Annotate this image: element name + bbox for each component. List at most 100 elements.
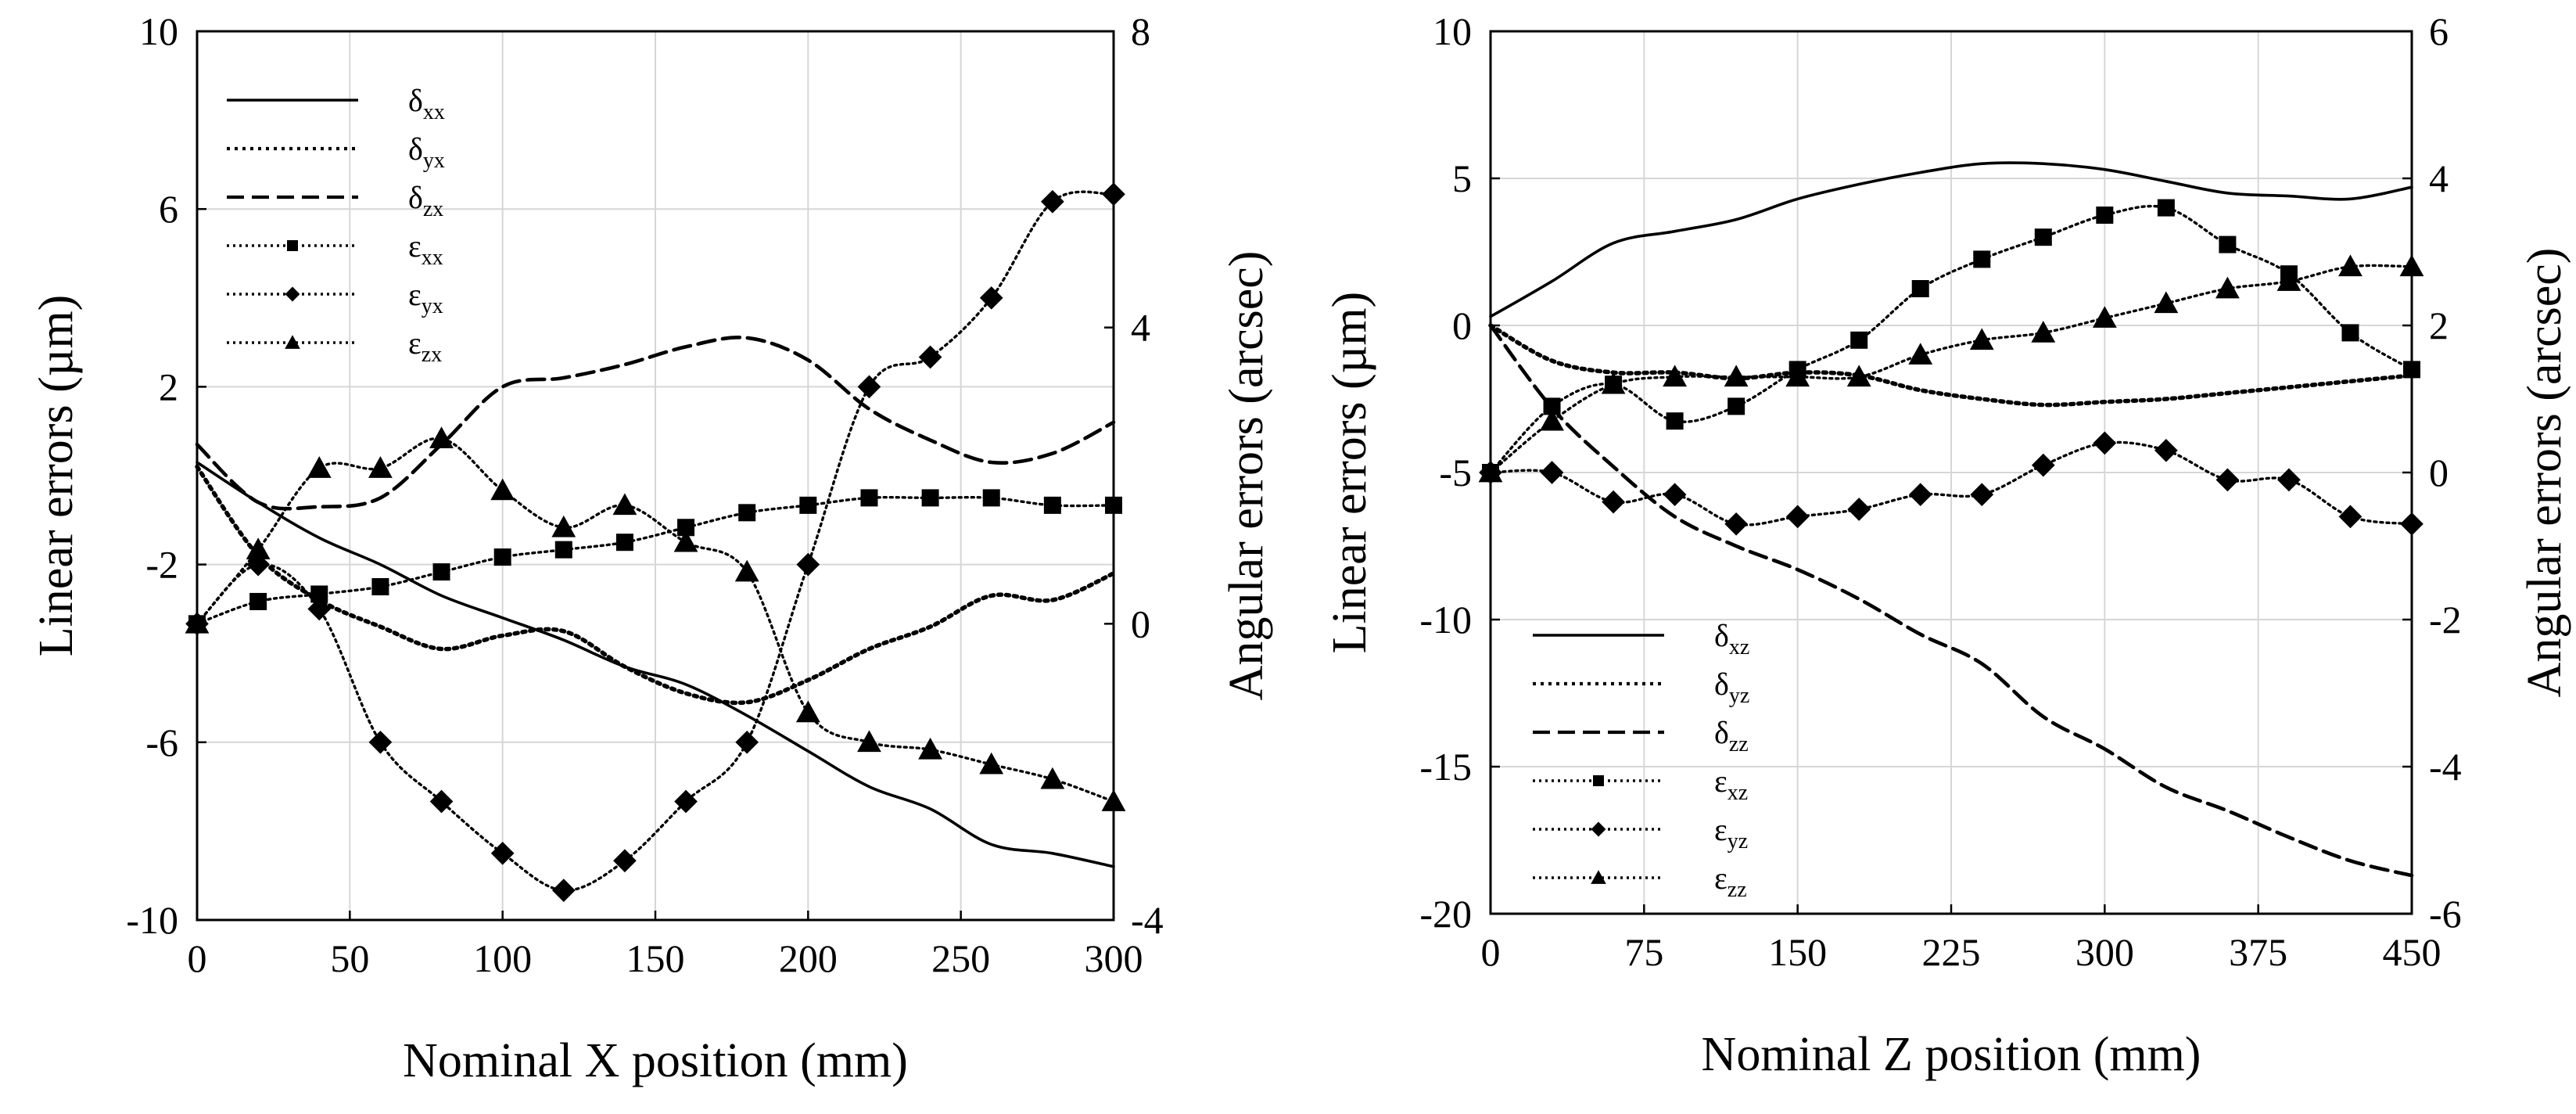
data-point-xz [2034, 228, 2052, 246]
data-point-xz [1543, 397, 1561, 415]
y2-tick-label: 0 [2429, 451, 2449, 494]
data-point-yz [2031, 453, 2055, 477]
data-point-yx [1102, 182, 1125, 207]
y2-tick-label: 2 [2429, 304, 2449, 347]
chart-z-axis-errors: 0 75 150 225 300 375 450-20-15-10-50510-6-4-20… [1323, 9, 2571, 1081]
y-tick-label: 10 [1433, 9, 1472, 53]
data-point-zz [1540, 408, 1564, 431]
x-tick-label: 0 [188, 936, 207, 980]
y2-tick-label: 6 [2429, 9, 2449, 53]
data-point-yz [2093, 431, 2117, 455]
data-point-yx [674, 789, 698, 814]
legend-label-zz: εzz [1714, 861, 1747, 902]
data-point-yz [1540, 461, 1564, 484]
x-tick-label: 300 [2076, 930, 2134, 974]
data-point-yx [246, 552, 270, 577]
data-point-yx [918, 345, 942, 369]
y-tick-label: -2 [145, 543, 178, 587]
series-xx: δxx [196, 83, 1115, 868]
y-tick-label: -6 [145, 721, 178, 764]
x-tick-label: 50 [330, 936, 369, 980]
data-point-yz [2400, 512, 2424, 536]
data-point-yx [857, 375, 881, 399]
y2-axis-label: Angular errors (arcsec) [2518, 248, 2571, 698]
data-point-zz [2276, 269, 2302, 291]
data-point-yz [1908, 483, 1932, 507]
y2-tick-label: -4 [2429, 745, 2462, 789]
x-tick-label: 200 [779, 936, 838, 980]
data-point-zz [1785, 365, 1810, 387]
legend-label-xz: δxz [1714, 618, 1749, 659]
data-point-zx [734, 559, 759, 582]
x-axis-label: Nominal Z position (mm) [1702, 1028, 2201, 1081]
data-point-zx [1101, 789, 1126, 811]
data-point-xx [860, 489, 878, 507]
series-zx: δzx [195, 180, 1116, 511]
series-xx: εxx [188, 228, 1122, 633]
data-point-yz [1663, 483, 1687, 507]
data-point-zx [795, 700, 820, 723]
data-point-yz [2154, 438, 2178, 462]
series-line-zx [196, 437, 1115, 803]
x-tick-label: 300 [1085, 936, 1143, 980]
data-point-xx [432, 563, 450, 581]
data-point-xx [554, 541, 572, 559]
data-point-zz [1969, 328, 1994, 350]
data-point-zx [429, 426, 454, 448]
series-line-zz [1488, 323, 2414, 878]
data-point-zx [246, 537, 271, 559]
series-zz: εzz [1478, 254, 2424, 902]
data-point-zx [551, 515, 576, 537]
data-point-zz [1908, 343, 1933, 365]
y-tick-label: -10 [1419, 598, 1472, 641]
data-point-xx [310, 585, 328, 603]
data-point-xx [799, 496, 817, 514]
data-point-zx [185, 611, 210, 634]
data-point-xz [1850, 331, 1868, 349]
y-tick-label: 10 [139, 9, 178, 53]
legend-label-zz: δzz [1714, 715, 1749, 756]
data-point-zz [1846, 365, 1871, 387]
data-point-yz [1724, 512, 1748, 536]
data-point-xx [1105, 496, 1122, 514]
x-tick-label: 375 [2229, 930, 2287, 974]
y2-tick-label: 4 [1131, 306, 1150, 350]
data-point-zz [1724, 365, 1749, 387]
data-point-xx [1043, 496, 1061, 514]
legend-marker-zx [285, 335, 300, 349]
legend-label-xx: εxx [408, 228, 443, 270]
series-yx: δyx [195, 131, 1116, 706]
data-point-xz [1727, 397, 1745, 415]
x-tick-label: 150 [626, 936, 685, 980]
y2-tick-label: -4 [1131, 898, 1164, 942]
chart-x-axis-errors: 0 50 100 150 200 250 300 -10 -6 -2 2 6 10 -4 0 4 8 Nomina… [30, 9, 1273, 1087]
data-point-yx [429, 789, 454, 814]
y2-tick-label: 4 [2429, 156, 2449, 200]
legend-marker-xz [1593, 775, 1604, 786]
x-tick-label: 150 [1768, 930, 1827, 974]
y-tick-label: 2 [159, 365, 178, 408]
data-point-yz [1970, 483, 1994, 507]
data-point-zz [1601, 372, 1626, 394]
data-point-zx [1040, 767, 1065, 789]
data-point-zz [2031, 321, 2056, 343]
x-tick-label: 0 [1481, 930, 1501, 974]
data-point-yz [2338, 505, 2363, 529]
series-line-zz [1489, 264, 2413, 474]
x-tick-label: 250 [931, 936, 990, 980]
x-tick-label: 225 [1922, 930, 1981, 974]
y-tick-label: 5 [1452, 156, 1472, 200]
y2-tick-label: 8 [1131, 9, 1150, 53]
data-point-xx [249, 592, 267, 610]
legend-label-zx: εzx [408, 325, 442, 367]
y2-tick-label: -2 [2429, 598, 2462, 641]
legend-label-yz: εyz [1714, 812, 1748, 853]
data-point-zx [979, 752, 1004, 774]
series-xz: δxz [1489, 161, 2413, 659]
series-yz: εyz [1479, 431, 2424, 853]
data-point-xz [1666, 412, 1684, 430]
data-point-zz [2338, 254, 2363, 277]
data-point-xx [371, 578, 389, 595]
data-point-zz [1478, 460, 1503, 483]
x-tick-label: 450 [2383, 930, 2441, 974]
